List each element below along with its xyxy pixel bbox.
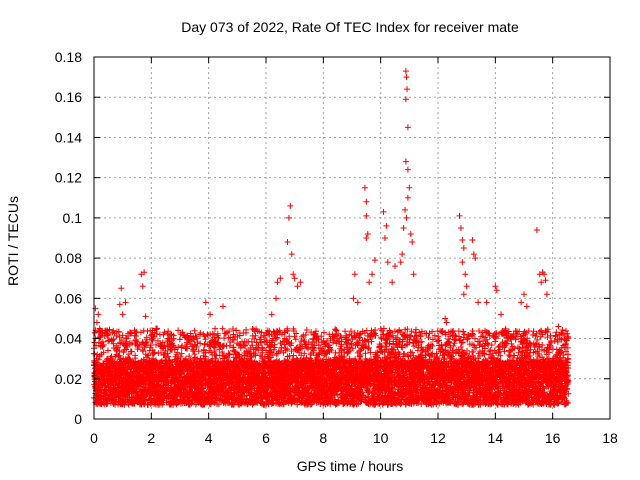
data-point [178, 350, 185, 357]
data-point [124, 332, 131, 339]
data-point [144, 401, 151, 408]
data-point [116, 347, 123, 354]
data-point [144, 336, 151, 343]
data-point [119, 332, 126, 339]
data-point [106, 326, 113, 333]
data-point [114, 344, 121, 351]
data-point [291, 333, 298, 340]
data-point [118, 337, 125, 344]
data-point [145, 352, 152, 359]
data-point [200, 346, 207, 353]
data-point [243, 326, 250, 333]
data-point [104, 347, 111, 354]
data-point [115, 329, 122, 336]
data-point [128, 348, 135, 355]
data-point [112, 398, 119, 405]
data-point [332, 326, 339, 333]
data-point [292, 336, 299, 343]
data-point [132, 352, 139, 359]
data-point [110, 327, 117, 334]
data-point [137, 329, 144, 336]
data-point [136, 341, 143, 348]
data-points [90, 68, 572, 408]
data-point [105, 332, 112, 339]
data-point [190, 348, 197, 355]
data-point [91, 350, 98, 357]
data-point [107, 368, 114, 375]
data-point [132, 329, 139, 336]
data-point [95, 356, 102, 363]
data-point [342, 328, 349, 335]
data-point [191, 327, 198, 334]
data-point [146, 347, 153, 354]
data-point [128, 340, 135, 347]
data-point [176, 336, 183, 343]
data-point [124, 343, 131, 350]
data-point [117, 340, 124, 347]
data-point [212, 325, 219, 332]
data-point [139, 348, 146, 355]
data-point [278, 344, 285, 351]
data-point [320, 329, 327, 336]
data-point [100, 349, 107, 356]
data-point [123, 338, 130, 345]
data-point [100, 341, 107, 348]
data-point [91, 329, 98, 336]
data-point [109, 337, 116, 344]
